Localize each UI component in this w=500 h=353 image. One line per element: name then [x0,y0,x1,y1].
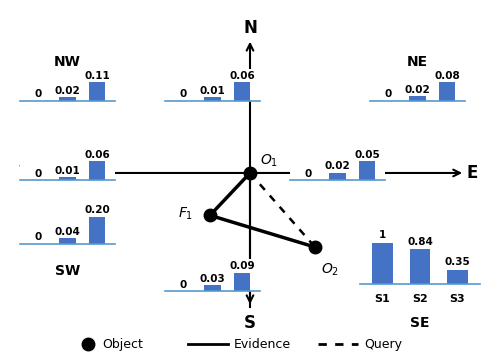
Bar [410,96,426,101]
Bar [60,97,76,101]
Bar [439,82,456,101]
Text: 0: 0 [34,89,42,100]
Text: 0.04: 0.04 [54,227,80,237]
Bar [60,177,76,180]
Text: Query: Query [364,338,402,351]
Text: N: N [243,19,257,37]
Text: 0.02: 0.02 [404,85,430,95]
Text: Object: Object [102,338,144,351]
Text: $O_1$: $O_1$ [260,153,278,169]
Text: 0: 0 [34,169,42,179]
Text: S: S [244,314,256,332]
Text: 0.09: 0.09 [230,262,255,271]
Text: 0: 0 [304,169,312,179]
Bar [234,82,250,101]
Bar [359,161,376,180]
Text: 0: 0 [179,280,186,290]
Text: 0.08: 0.08 [434,71,460,81]
Bar [410,249,430,284]
Bar [372,243,393,284]
Text: 0: 0 [179,89,186,100]
Bar [330,173,345,180]
Text: 0.06: 0.06 [230,71,255,81]
Bar [89,82,106,101]
Text: SW: SW [55,264,80,278]
Text: 0.02: 0.02 [324,161,350,172]
Bar [234,273,250,291]
Title: NW: NW [54,55,81,69]
Text: 0.35: 0.35 [444,257,470,267]
Text: 0: 0 [34,232,42,242]
Text: $O_2$: $O_2$ [321,262,339,278]
Title: NE: NE [407,55,428,69]
Text: 0.05: 0.05 [354,150,380,160]
Text: Evidence: Evidence [234,338,291,351]
Text: 0.01: 0.01 [200,86,226,96]
Text: 0.20: 0.20 [84,205,110,215]
Text: 0.03: 0.03 [200,274,226,284]
Text: E: E [467,164,478,182]
Text: 0.01: 0.01 [54,166,80,176]
Bar [204,285,220,291]
Bar [89,217,106,244]
Text: 1: 1 [379,230,386,240]
Text: 0.06: 0.06 [84,150,110,160]
Text: W: W [18,164,36,182]
Bar [447,270,468,284]
Bar [60,238,76,244]
Bar [204,97,220,101]
Text: $F_1$: $F_1$ [178,205,192,222]
Text: SE: SE [410,316,430,330]
Bar [89,161,106,180]
Text: 0: 0 [384,89,392,100]
Text: 0.02: 0.02 [54,86,80,96]
Text: 0.84: 0.84 [407,237,433,247]
Text: 0.11: 0.11 [84,71,110,81]
